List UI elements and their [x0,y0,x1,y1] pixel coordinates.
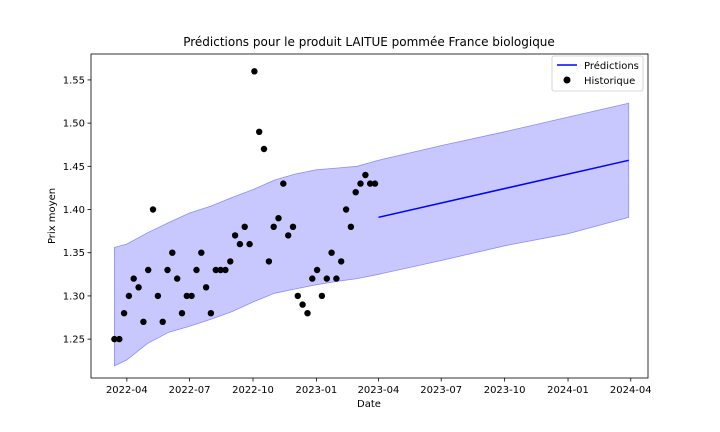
x-tick-label: 2022-10 [232,385,274,396]
x-tick-label: 2022-07 [169,385,211,396]
historical-point [260,145,268,153]
historical-point [333,275,340,282]
historical-point [149,206,157,213]
historical-point [227,258,234,265]
historical-point [309,275,316,282]
x-tick-label: 2023-01 [296,385,338,396]
historical-point [270,223,277,230]
historical-point [299,301,306,308]
historical-point [236,240,244,248]
historical-point [193,266,200,274]
y-tick-label: 1.35 [63,248,85,259]
x-tick-label: 2023-07 [420,385,462,396]
plot-frame [90,53,649,379]
y-tick-label: 1.40 [63,205,85,216]
historical-point [120,310,128,317]
historical-point [174,275,181,282]
x-tick-label: 2023-04 [358,385,400,396]
historical-point [367,180,374,187]
historical-point [130,275,137,282]
historical-point [338,258,345,265]
chart-title: Prédictions pour le produit LAITUE pommé… [183,35,555,49]
historical-point [289,223,297,230]
historical-point [125,292,133,300]
legend-label-historique: Historique [584,76,635,87]
historical-point [313,266,321,274]
x-tick-label: 2024-01 [547,385,589,396]
historical-point [285,232,292,239]
historical-point [371,180,379,187]
historical-point [202,284,210,291]
prediction-interval-band [114,102,630,367]
historical-point [169,249,176,256]
historical-point [231,232,239,239]
x-axis: 2022-04 2022-07 2022-10 2023-01 2023-04 2023-… [106,378,652,396]
x-tick-label: 2022-04 [106,385,148,396]
historical-point [183,292,190,300]
historical-point [212,266,219,274]
historical-point [357,180,364,187]
historical-point [294,292,301,300]
legend-marker-swatch [563,76,571,84]
x-tick-label: 2024-04 [610,385,652,396]
y-tick-label: 1.55 [63,75,85,86]
historical-point [217,266,224,274]
historical-point [328,249,335,256]
historical-point [164,266,171,274]
x-tick-label: 2023-10 [484,385,526,396]
legend: Prédictions Historique [551,55,644,92]
historical-point [362,171,369,179]
historical-point [145,266,152,274]
prediction-line [378,159,629,219]
historical-point [265,258,273,265]
historical-point [178,310,186,317]
historical-point [111,335,118,343]
x-axis-label: Date [357,399,381,410]
historical-point [323,275,330,282]
y-tick-label: 1.50 [63,119,85,130]
historical-point [188,292,195,300]
y-tick-label: 1.45 [63,162,85,173]
historical-point [207,310,215,317]
historical-point [116,335,123,343]
y-tick-label: 1.30 [63,291,85,302]
historical-point [280,180,287,187]
plot-area [111,68,630,367]
historical-point [198,249,205,256]
historical-point [246,240,253,248]
historical-point [140,318,147,325]
historical-point [135,284,142,291]
historical-point [318,292,326,300]
historical-points [111,68,379,343]
historical-point [304,310,311,317]
legend-label-predictions: Prédictions [584,60,639,72]
historical-point [352,189,359,196]
historical-point [241,223,248,230]
historical-point [275,215,282,222]
historical-point [251,68,258,75]
historical-point [342,206,350,213]
y-axis: 1.25 1.30 1.35 1.40 1.45 1.50 1.55 [63,75,91,346]
historical-point [222,266,229,274]
historical-point [256,128,263,135]
y-axis-label: Prix moyen [47,188,58,244]
historical-point [159,318,166,325]
y-tick-label: 1.25 [63,335,85,346]
historical-point [154,292,162,300]
historical-point [347,223,355,230]
